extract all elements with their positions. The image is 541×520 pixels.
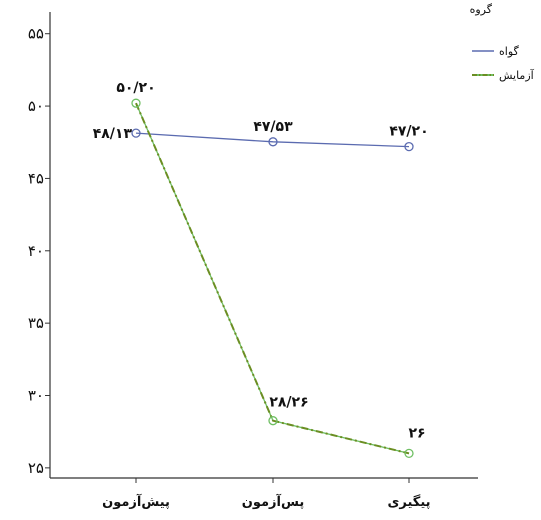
data-label: ۲۶	[408, 425, 425, 441]
data-point	[268, 416, 278, 426]
legend-title: گروه	[470, 3, 493, 16]
y-tick-label: ۵۵	[28, 25, 44, 43]
x-ticks: پیش‌آزمون پس‌آزمون پیگیری	[102, 478, 431, 510]
data-point	[131, 98, 141, 108]
axes	[49, 12, 478, 479]
y-tick-label: ۳۰	[28, 387, 44, 405]
series-line-dash-1	[135, 102, 410, 455]
legend: گروه گواه آزمایش	[470, 3, 535, 82]
x-tick-label: پس‌آزمون	[242, 493, 305, 510]
y-tick-label: ۵۰	[28, 97, 44, 115]
series-line-0	[135, 132, 410, 148]
data-label: ۲۸/۲۶	[269, 395, 308, 411]
legend-label-experimental: آزمایش	[499, 68, 535, 82]
data-label: ۴۷/۲۰	[389, 124, 428, 140]
data-label: ۴۸/۱۳	[93, 126, 133, 142]
x-tick-label: پیگیری	[387, 494, 430, 510]
series-layer	[131, 98, 414, 459]
y-ticks: ۲۵ ۳۰ ۳۵ ۴۰ ۴۵ ۵۰ ۵۵	[28, 25, 50, 477]
y-tick-label: ۲۵	[28, 459, 44, 477]
data-label: ۴۷/۵۳	[253, 119, 293, 135]
data-point	[404, 448, 414, 459]
data-label: ۵۰/۲۰	[116, 80, 155, 96]
data-point	[268, 137, 278, 147]
data-point	[131, 128, 141, 138]
y-tick-label: ۳۵	[28, 314, 44, 332]
data-point	[404, 141, 414, 152]
y-tick-label: ۴۰	[28, 242, 44, 260]
legend-label-control: گواه	[499, 45, 520, 58]
data-labels: ۴۸/۱۳ ۴۷/۵۳ ۴۷/۲۰ ۵۰/۲۰ ۲۸/۲۶ ۲۶	[93, 80, 429, 441]
x-tick-label: پیش‌آزمون	[102, 493, 170, 510]
y-tick-label: ۴۵	[28, 169, 44, 187]
